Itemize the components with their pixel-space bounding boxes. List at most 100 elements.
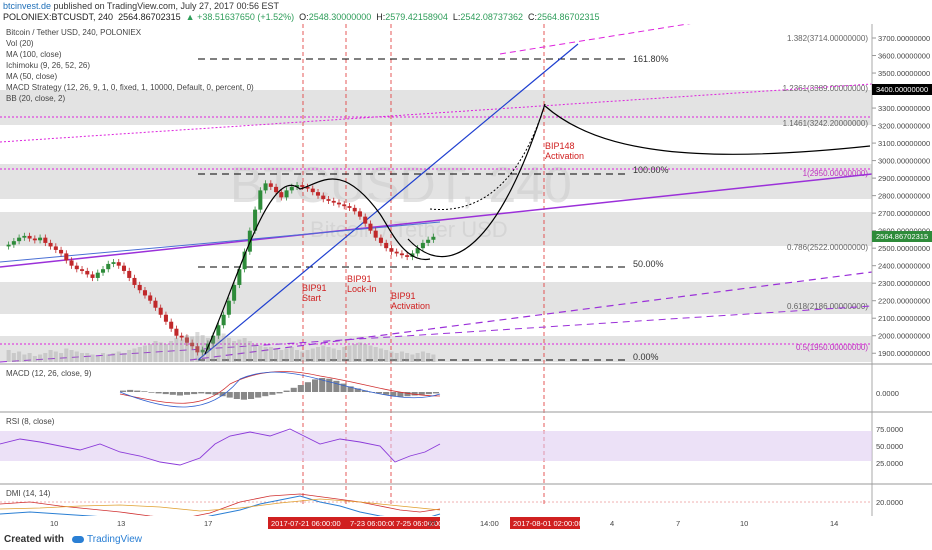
fib-band: [0, 336, 872, 362]
annotation-text: Lock-In: [347, 284, 377, 294]
tradingview-logo[interactable]: TradingView: [72, 534, 142, 545]
volume-bar: [431, 354, 436, 362]
time-tick: 14: [830, 519, 838, 528]
volume-bar: [100, 353, 106, 362]
annotation-text: BIP148: [545, 141, 575, 151]
candle-body: [331, 200, 336, 203]
legend-item[interactable]: Ichimoku (9, 26, 52, 26): [6, 61, 90, 70]
volume-bar: [64, 348, 69, 362]
candle-body: [95, 272, 100, 278]
volume-bar: [74, 351, 79, 362]
volume-bar: [342, 347, 347, 362]
projection-curve: [407, 103, 546, 258]
price-axis[interactable]: 3700.00000000 3600.00000000 3500.00000000 3…: [872, 34, 930, 358]
candle-body: [221, 314, 226, 326]
volume-bar: [32, 356, 37, 362]
macd-bar: [361, 390, 368, 392]
macd-bar: [226, 392, 233, 398]
volume-bar: [132, 348, 137, 362]
candle-body: [11, 241, 16, 245]
price-tick-label: 3100.00000000: [878, 139, 930, 148]
volume-bar: [384, 350, 389, 362]
candle-body: [190, 342, 195, 347]
macd-bar: [120, 390, 127, 392]
macd-bar: [127, 389, 134, 392]
time-tick: 13: [117, 519, 125, 528]
legend-item[interactable]: Vol (20): [6, 39, 34, 48]
price-tick-label: 2500.00000000: [878, 244, 930, 253]
candle-body: [174, 328, 179, 336]
legend-item[interactable]: MACD Strategy (12, 26, 9, 1, 0, fixed, 1…: [6, 83, 254, 92]
volume-bar: [405, 353, 410, 362]
volume-bar: [17, 351, 22, 362]
time-tag-text: 7-25 06:00:00: [396, 519, 442, 528]
macd-bar: [319, 378, 326, 392]
projection-curve: [544, 105, 871, 155]
c-label: C:: [527, 12, 537, 22]
volume-bar: [95, 356, 100, 362]
macd-bar: [169, 392, 176, 395]
annotation-text: BIP91: [347, 274, 372, 284]
volume-bar: [179, 339, 184, 362]
volume-bar: [279, 350, 284, 362]
fib-label: 100.00%: [633, 165, 669, 175]
volume-bar: [321, 345, 326, 362]
candle-body: [6, 244, 11, 247]
o-label: O:: [299, 12, 309, 22]
rsi-line: [0, 428, 441, 466]
candle-body: [279, 192, 284, 198]
macd-bar: [205, 392, 212, 395]
volume-bar: [85, 353, 90, 362]
ohlc-line: POLONIEX:BTCUSDT, 240 2564.86702315 ▲ +3…: [3, 12, 600, 22]
time-tag: [348, 517, 394, 529]
symbol-label: POLONIEX:BTCUSDT, 240: [3, 12, 114, 22]
candle-body: [373, 230, 378, 238]
macd-bar: [340, 383, 347, 392]
candle-body: [116, 262, 121, 266]
candle-body: [32, 238, 37, 241]
volume-bar: [48, 350, 53, 362]
candle-body: [163, 314, 168, 322]
candle-body: [132, 277, 137, 285]
macd-bar: [312, 379, 319, 392]
candle-body: [100, 269, 106, 273]
legend-item[interactable]: BB (20, close, 2): [6, 94, 65, 103]
volume-bar: [200, 335, 205, 362]
candle-body: [153, 300, 158, 308]
volume-bar: [331, 348, 336, 362]
legend-item[interactable]: Bitcoin / Tether USD, 240, POLONIEX: [6, 28, 142, 37]
price-tick-label: 2100.00000000: [878, 314, 930, 323]
publisher-link[interactable]: btcinvest.de: [3, 1, 52, 11]
macd-bar: [283, 390, 290, 392]
time-tick: 14:00: [480, 519, 499, 528]
low-value: 2542.08737362: [460, 12, 523, 22]
fib-ratio-label: 1.382(3714.00000000): [787, 34, 868, 43]
projection-curves: [204, 103, 871, 355]
annotation-text: BIP91: [391, 291, 416, 301]
rsi-axis-label: 75.0000: [876, 425, 903, 434]
price-chart[interactable]: BTCUSDT, 240 Bitcoin / Tether USD Bitcoi…: [0, 24, 932, 530]
macd-bar: [248, 392, 255, 399]
candle-body: [289, 186, 294, 191]
volume-bar: [148, 344, 153, 362]
watermark-name: Bitcoin / Tether USD: [310, 217, 508, 242]
volume-bar: [289, 347, 294, 362]
volume-bar: [221, 333, 226, 362]
cloud-icon: [72, 535, 84, 543]
volume-bar: [426, 353, 431, 362]
macd-bar: [162, 392, 169, 395]
fib-ratio-label: 1.1461(3242.20000000): [783, 119, 869, 128]
ma-line: [0, 221, 441, 263]
volume-bar: [315, 347, 321, 362]
legend-item[interactable]: MA (100, close): [6, 50, 62, 59]
candle-body: [121, 265, 127, 271]
price-tick-label: 2300.00000000: [878, 279, 930, 288]
channel-line: [0, 83, 873, 143]
volume-bar: [373, 347, 378, 362]
legend-item[interactable]: MA (50, close): [6, 72, 57, 81]
tradingview-brand: TradingView: [87, 534, 143, 545]
volume-bar: [205, 338, 210, 362]
macd-bar: [290, 387, 297, 392]
volume-bar: [169, 341, 174, 362]
candle-body: [247, 230, 252, 252]
